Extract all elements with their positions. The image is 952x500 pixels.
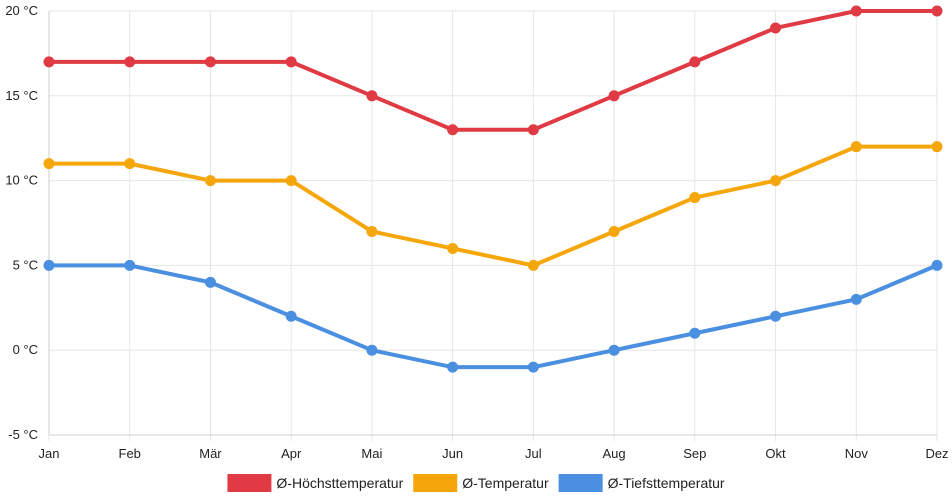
x-tick-label: Apr: [281, 446, 302, 461]
data-point-o-tiefsttemperatur[interactable]: [527, 361, 539, 373]
data-point-o-temperatur[interactable]: [447, 242, 459, 254]
series-line-o-tiefsttemperatur: [47, 263, 939, 370]
series-lines: [47, 9, 939, 370]
legend-item-o-temperatur[interactable]: Ø-Temperatur: [413, 474, 549, 492]
data-point-o-temperatur[interactable]: [124, 158, 136, 170]
data-point-o-tiefsttemperatur[interactable]: [204, 276, 216, 288]
grid: [48, 10, 938, 441]
legend-swatch: [413, 474, 458, 492]
data-point-o-temperatur[interactable]: [931, 141, 943, 153]
data-point-o-tiefsttemperatur[interactable]: [447, 361, 459, 373]
x-tick-label: Mär: [199, 446, 222, 461]
data-point-o-tiefsttemperatur[interactable]: [366, 344, 378, 356]
data-point-o-temperatur[interactable]: [366, 225, 378, 237]
data-point-o-temperatur[interactable]: [527, 259, 539, 271]
data-point-o-temperatur[interactable]: [608, 225, 620, 237]
series-line-o-hoechsttemperatur: [47, 9, 939, 132]
data-point-o-hoechsttemperatur[interactable]: [608, 90, 620, 102]
data-point-o-temperatur[interactable]: [285, 175, 297, 187]
x-tick-label: Jul: [525, 446, 542, 461]
y-tick-label: 15 °C: [5, 88, 38, 103]
data-point-o-tiefsttemperatur[interactable]: [850, 293, 862, 305]
data-point-o-hoechsttemperatur[interactable]: [285, 56, 297, 68]
data-point-o-tiefsttemperatur[interactable]: [608, 344, 620, 356]
y-tick-label: 10 °C: [5, 173, 38, 188]
y-tick-label: 20 °C: [5, 3, 38, 18]
data-point-o-hoechsttemperatur[interactable]: [447, 124, 459, 136]
data-point-o-temperatur[interactable]: [689, 192, 701, 204]
y-axis: 20 °C 15 °C 10 °C 5 °C 0 °C -5 °C: [5, 3, 50, 442]
data-point-o-hoechsttemperatur[interactable]: [43, 56, 55, 68]
data-point-o-tiefsttemperatur[interactable]: [285, 310, 297, 322]
data-point-o-hoechsttemperatur[interactable]: [204, 56, 216, 68]
x-tick-label: Feb: [119, 446, 141, 461]
data-point-o-temperatur[interactable]: [43, 158, 55, 170]
data-point-o-hoechsttemperatur[interactable]: [366, 90, 378, 102]
data-point-o-tiefsttemperatur[interactable]: [931, 259, 943, 271]
data-point-o-hoechsttemperatur[interactable]: [770, 22, 782, 34]
legend-label: Ø-Tiefsttemperatur: [608, 475, 725, 491]
y-tick-label: 0 °C: [13, 342, 38, 357]
x-tick-label: Aug: [603, 446, 626, 461]
x-tick-label: Nov: [845, 446, 869, 461]
x-tick-label: Okt: [765, 446, 786, 461]
x-axis: Jan Feb Mär Apr Mai Jun Jul Aug Sep Okt Nov Dez: [39, 434, 949, 461]
data-point-o-tiefsttemperatur[interactable]: [43, 259, 55, 271]
data-point-o-hoechsttemperatur[interactable]: [689, 56, 701, 68]
x-tick-label: Mai: [361, 446, 382, 461]
data-point-o-temperatur[interactable]: [850, 141, 862, 153]
legend-item-o-hoechsttemperatur[interactable]: Ø-Höchsttemperatur: [227, 474, 404, 492]
x-tick-label: Sep: [683, 446, 706, 461]
x-tick-label: Jan: [39, 446, 60, 461]
series-line-o-temperatur: [47, 144, 939, 268]
data-point-o-hoechsttemperatur[interactable]: [931, 5, 943, 17]
legend-label: Ø-Temperatur: [462, 475, 549, 491]
x-tick-label: Dez: [925, 446, 948, 461]
data-point-o-hoechsttemperatur[interactable]: [527, 124, 539, 136]
legend-swatch: [558, 474, 603, 492]
series-points: [43, 5, 943, 373]
data-point-o-hoechsttemperatur[interactable]: [124, 56, 136, 68]
y-tick-label: 5 °C: [13, 257, 38, 272]
data-point-o-tiefsttemperatur[interactable]: [124, 259, 136, 271]
legend-label: Ø-Höchsttemperatur: [276, 475, 403, 491]
data-point-o-hoechsttemperatur[interactable]: [850, 5, 862, 17]
legend-swatch: [227, 474, 272, 492]
x-tick-label: Jun: [442, 446, 463, 461]
y-tick-label: -5 °C: [8, 427, 38, 442]
data-point-o-temperatur[interactable]: [204, 175, 216, 187]
data-point-o-tiefsttemperatur[interactable]: [770, 310, 782, 322]
data-point-o-tiefsttemperatur[interactable]: [689, 327, 701, 339]
legend-item-o-tiefsttemperatur[interactable]: Ø-Tiefsttemperatur: [558, 474, 725, 492]
data-point-o-temperatur[interactable]: [770, 175, 782, 187]
legend[interactable]: Ø-Höchsttemperatur Ø-Temperatur Ø-Tiefstte…: [227, 474, 725, 492]
